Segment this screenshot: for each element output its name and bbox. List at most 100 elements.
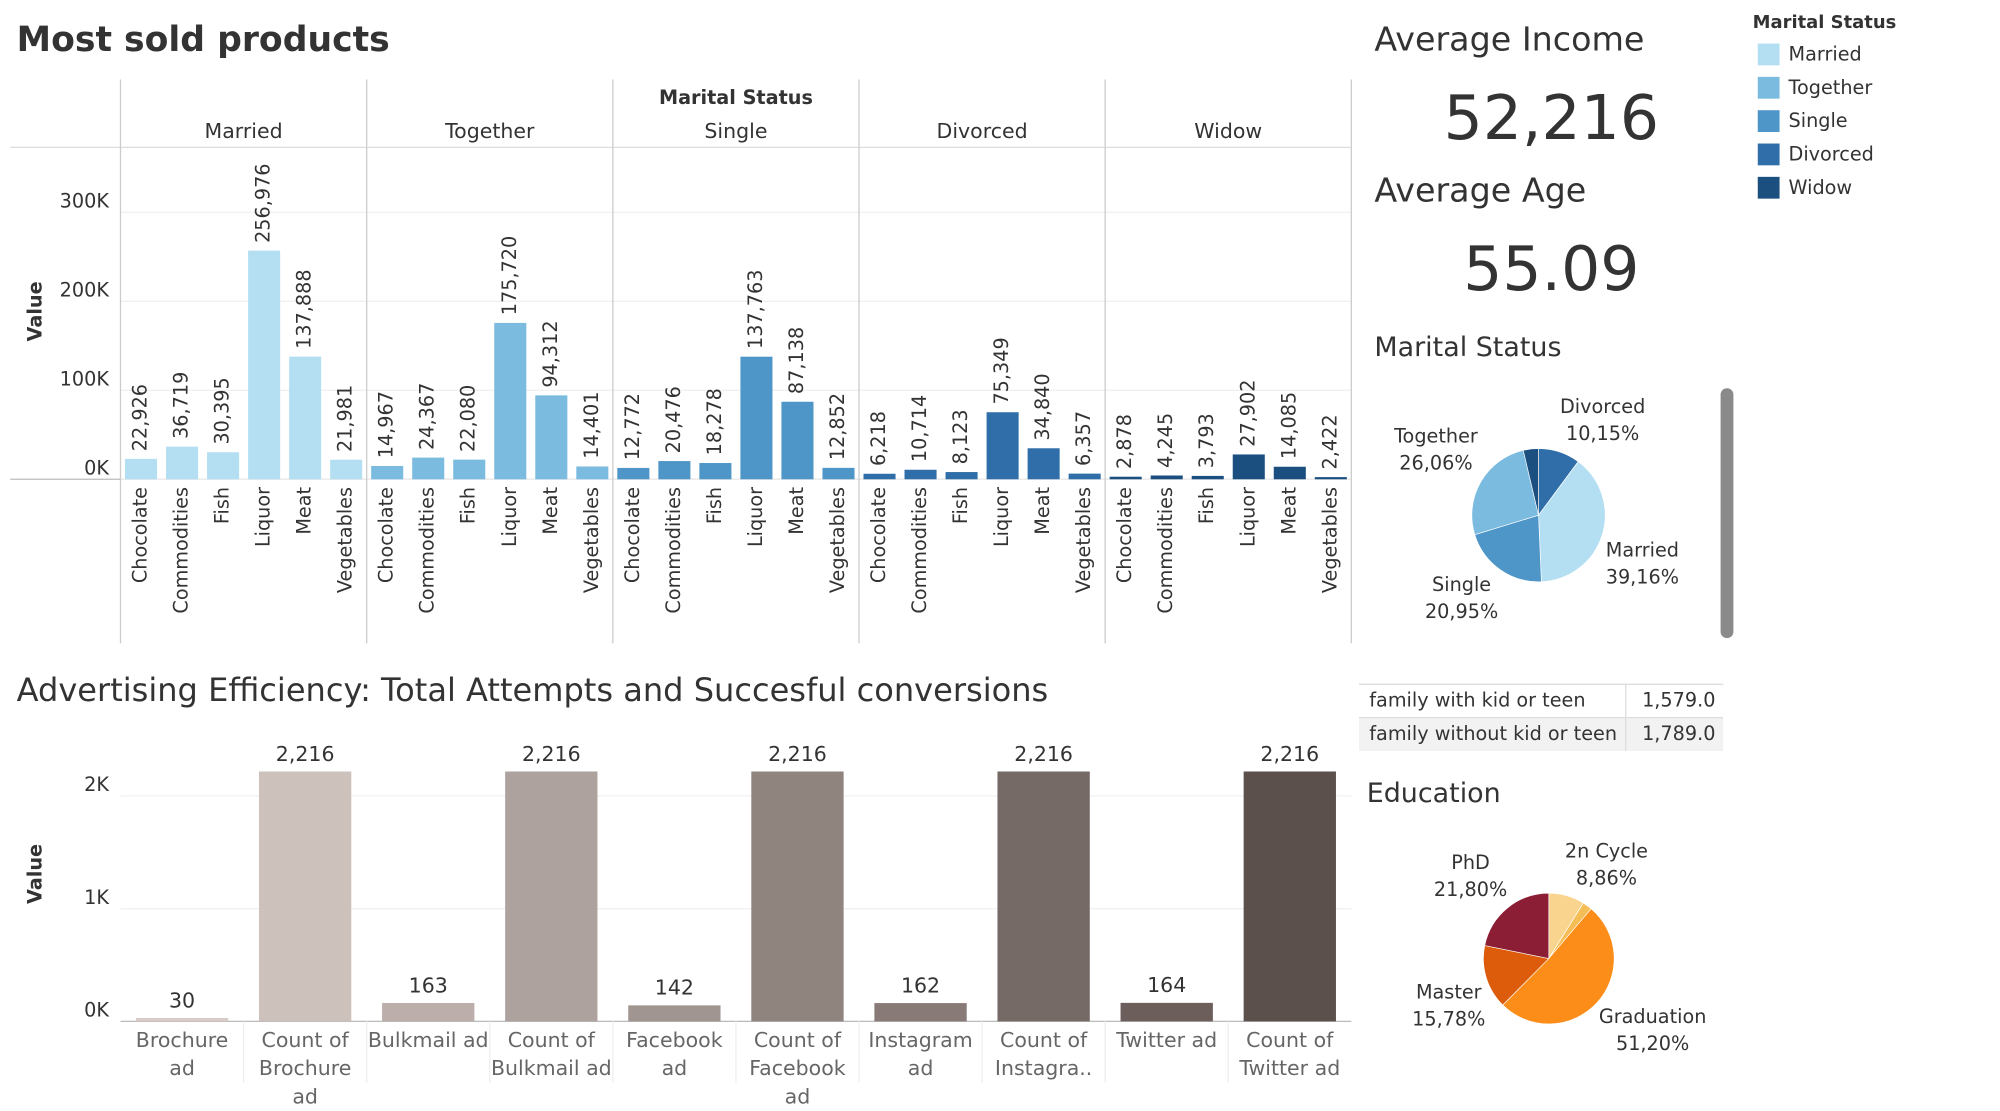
legend-title: Marital Status xyxy=(1753,12,1897,33)
facet-label: Married xyxy=(205,119,283,143)
legend-swatch xyxy=(1757,176,1780,199)
value-label: 21,981 xyxy=(334,385,357,452)
value-label: 137,763 xyxy=(744,270,767,349)
x-tick-label: Vegetables xyxy=(580,487,603,593)
x-tick-label: Fish xyxy=(703,487,726,524)
value-label: 8,123 xyxy=(949,409,972,464)
x-tick-label: Commodities xyxy=(170,487,193,614)
value-label: 6,218 xyxy=(867,411,890,466)
x-tick-label: Chocolate xyxy=(129,487,152,583)
x-tick-label: Vegetables xyxy=(1072,487,1095,593)
value-label: 2,216 xyxy=(1260,742,1319,766)
value-label: 142 xyxy=(655,976,694,1000)
legend-swatch xyxy=(1757,43,1780,66)
value-label: 34,840 xyxy=(1031,373,1054,440)
slice-label: Graduation xyxy=(1599,1005,1707,1028)
bar xyxy=(576,466,609,480)
slice-value: 26,06% xyxy=(1399,451,1472,474)
bar xyxy=(1191,475,1224,480)
value-label: 24,367 xyxy=(416,383,439,450)
pie-slice xyxy=(1483,945,1550,1006)
bar xyxy=(822,467,855,480)
slice-label: Together xyxy=(1393,424,1478,447)
x-tick-label: Count of Facebook ad xyxy=(749,1027,846,1109)
pie-slice xyxy=(1502,908,1615,1025)
value-label: 20,476 xyxy=(662,386,685,453)
value-label: 94,312 xyxy=(539,320,562,387)
slice-value: 39,16% xyxy=(1606,565,1679,588)
slice-label: 2n Cycle xyxy=(1565,840,1648,863)
legend-label: Divorced xyxy=(1789,143,1874,166)
x-tick-label: Commodities xyxy=(662,487,685,614)
bar xyxy=(1120,1002,1213,1022)
value-label: 175,720 xyxy=(498,236,521,315)
bar xyxy=(781,401,814,480)
bar xyxy=(535,395,568,480)
x-tick-label: Commodities xyxy=(416,487,439,614)
value-label: 18,278 xyxy=(703,388,726,455)
x-tick-label: Facebook ad xyxy=(626,1027,723,1081)
facet-label: Single xyxy=(704,119,767,143)
x-tick-label: Liquor xyxy=(498,487,521,547)
x-tick-label: Chocolate xyxy=(621,487,644,583)
bar xyxy=(1232,454,1265,480)
legend-swatch xyxy=(1757,76,1780,99)
chart-title: Most sold products xyxy=(17,20,390,60)
x-tick-label: Meat xyxy=(1277,487,1300,535)
x-tick-label: Chocolate xyxy=(375,487,398,583)
bar xyxy=(1068,473,1101,480)
x-tick-label: Meat xyxy=(785,487,808,535)
x-tick-label: Count of Bulkmail ad xyxy=(490,1027,612,1081)
x-tick-label: Commodities xyxy=(1154,487,1177,614)
bar xyxy=(699,463,732,480)
x-tick-label: Vegetables xyxy=(826,487,849,593)
dashboard-canvas: Most sold products Marital Status Value 0K 1… xyxy=(10,12,1897,1083)
y-tick-label: 0K xyxy=(84,457,109,480)
legend-label: Single xyxy=(1789,109,1848,132)
bar xyxy=(997,771,1090,1022)
bar xyxy=(166,446,199,480)
pie-slice xyxy=(1484,892,1550,959)
value-label: 162 xyxy=(901,973,940,997)
x-tick-label: Chocolate xyxy=(1113,487,1136,583)
x-tick-label: Commodities xyxy=(908,487,931,614)
x-tick-label: Count of Instagra.. xyxy=(994,1027,1093,1081)
x-tick-label: Liquor xyxy=(744,487,767,547)
slice-label: Married xyxy=(1606,539,1679,562)
bar xyxy=(740,356,773,480)
value-label: 36,719 xyxy=(170,372,193,439)
pie-slice xyxy=(1471,449,1539,536)
x-tick-label: Vegetables xyxy=(1318,487,1341,593)
x-tick-label: Twitter ad xyxy=(1116,1027,1218,1053)
y-axis-title: Value xyxy=(23,281,46,341)
bar xyxy=(453,459,486,480)
dashboard: Most sold products Marital Status Value 0K 1… xyxy=(10,12,1897,1108)
slice-label: Master xyxy=(1416,981,1482,1004)
legend-swatch xyxy=(1757,143,1780,166)
facet-label: Together xyxy=(444,119,535,143)
bar xyxy=(658,461,691,480)
row-label: family without kid or teen xyxy=(1369,722,1617,745)
slice-label: Divorced xyxy=(1560,395,1645,418)
x-tick-label: Bulkmail ad xyxy=(367,1027,489,1053)
y-tick-label: 300K xyxy=(60,190,110,213)
legend-label: Widow xyxy=(1789,176,1853,199)
bar xyxy=(1150,475,1183,480)
value-label: 87,138 xyxy=(785,327,808,394)
value-label: 3,793 xyxy=(1195,413,1218,468)
scrollbar[interactable] xyxy=(1720,388,1734,639)
row-value: 1,789.0 xyxy=(1642,722,1715,745)
facet-label: Divorced xyxy=(937,119,1028,143)
bar xyxy=(874,1003,967,1022)
bar xyxy=(371,465,404,480)
value-label: 2,216 xyxy=(522,742,581,766)
bar xyxy=(1273,466,1306,480)
bar xyxy=(1109,476,1142,480)
bar xyxy=(1243,771,1336,1022)
x-tick-label: Liquor xyxy=(990,487,1013,547)
bar xyxy=(986,412,1019,480)
value-label: 2,216 xyxy=(1014,742,1073,766)
x-tick-label: Liquor xyxy=(252,487,275,547)
bar xyxy=(248,250,281,480)
slice-value: 51,20% xyxy=(1616,1032,1689,1055)
